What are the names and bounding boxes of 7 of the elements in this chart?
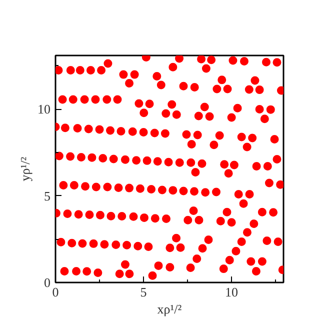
y-tick-label: 10 — [38, 102, 50, 117]
x-tick-label: 10 — [225, 284, 238, 300]
y-tick-label: 5 — [44, 188, 50, 204]
x-tick-label: 5 — [140, 284, 147, 300]
x-axis-title: xρ¹/² — [157, 302, 182, 316]
y-tick-label: 0 — [44, 275, 50, 290]
y-axis-title: yρ¹/² — [18, 156, 32, 182]
